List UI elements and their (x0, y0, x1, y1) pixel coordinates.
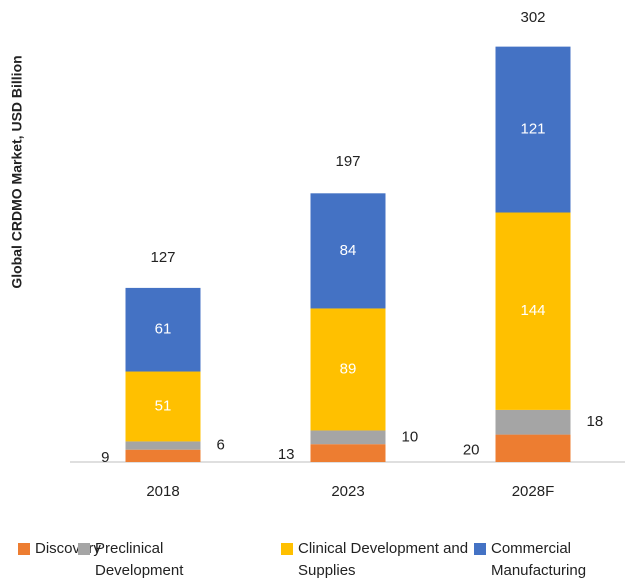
bar-segment (495, 46, 571, 213)
data-label: 18 (587, 413, 604, 430)
legend-swatch (474, 543, 486, 555)
data-label: 51 (155, 397, 172, 414)
bar-segment (125, 287, 201, 372)
legend-swatch (18, 543, 30, 555)
legend-label: Preclinical Development (95, 540, 184, 579)
bar-segment (310, 430, 386, 445)
legend-item: Clinical Development and Supplies (281, 538, 470, 582)
bar-segment (310, 308, 386, 431)
bar-segment (495, 212, 571, 410)
legend-swatch (78, 543, 90, 555)
legend-item: Commercial Manufacturing (474, 538, 601, 582)
data-label: 121 (520, 121, 545, 138)
data-label: 144 (520, 302, 545, 319)
bar-segment (125, 371, 201, 442)
data-label: 89 (340, 360, 357, 377)
total-label: 302 (520, 9, 545, 26)
data-label: 6 (217, 437, 225, 454)
bar-segment (310, 444, 386, 462)
chart: Global CRDMO Market, USD Billion 9 6 51 61 1… (9, 9, 625, 500)
data-label: 10 (402, 428, 419, 445)
data-label: 84 (340, 242, 357, 259)
data-label: 20 (463, 441, 480, 458)
legend: Discovery Preclinical Development Clinical… (0, 538, 637, 588)
legend-label: Commercial Manufacturing (491, 540, 587, 579)
bar-segment (125, 441, 201, 450)
total-label: 197 (335, 153, 360, 170)
bar-segment (495, 434, 571, 462)
x-tick-label: 2023 (331, 483, 364, 500)
bar-segment (495, 409, 571, 435)
x-tick-label: 2018 (146, 483, 179, 500)
data-label: 61 (155, 321, 172, 338)
total-label: 127 (150, 249, 175, 266)
y-axis-title: Global CRDMO Market, USD Billion (9, 55, 25, 288)
legend-item: Preclinical Development (78, 538, 184, 582)
bar-segment (125, 449, 201, 462)
x-tick-label: 2028F (512, 483, 555, 500)
legend-label: Clinical Development and Supplies (298, 540, 469, 579)
legend-swatch (281, 543, 293, 555)
data-label: 9 (101, 449, 109, 466)
data-label: 13 (278, 446, 295, 463)
bar-segment (310, 193, 386, 309)
